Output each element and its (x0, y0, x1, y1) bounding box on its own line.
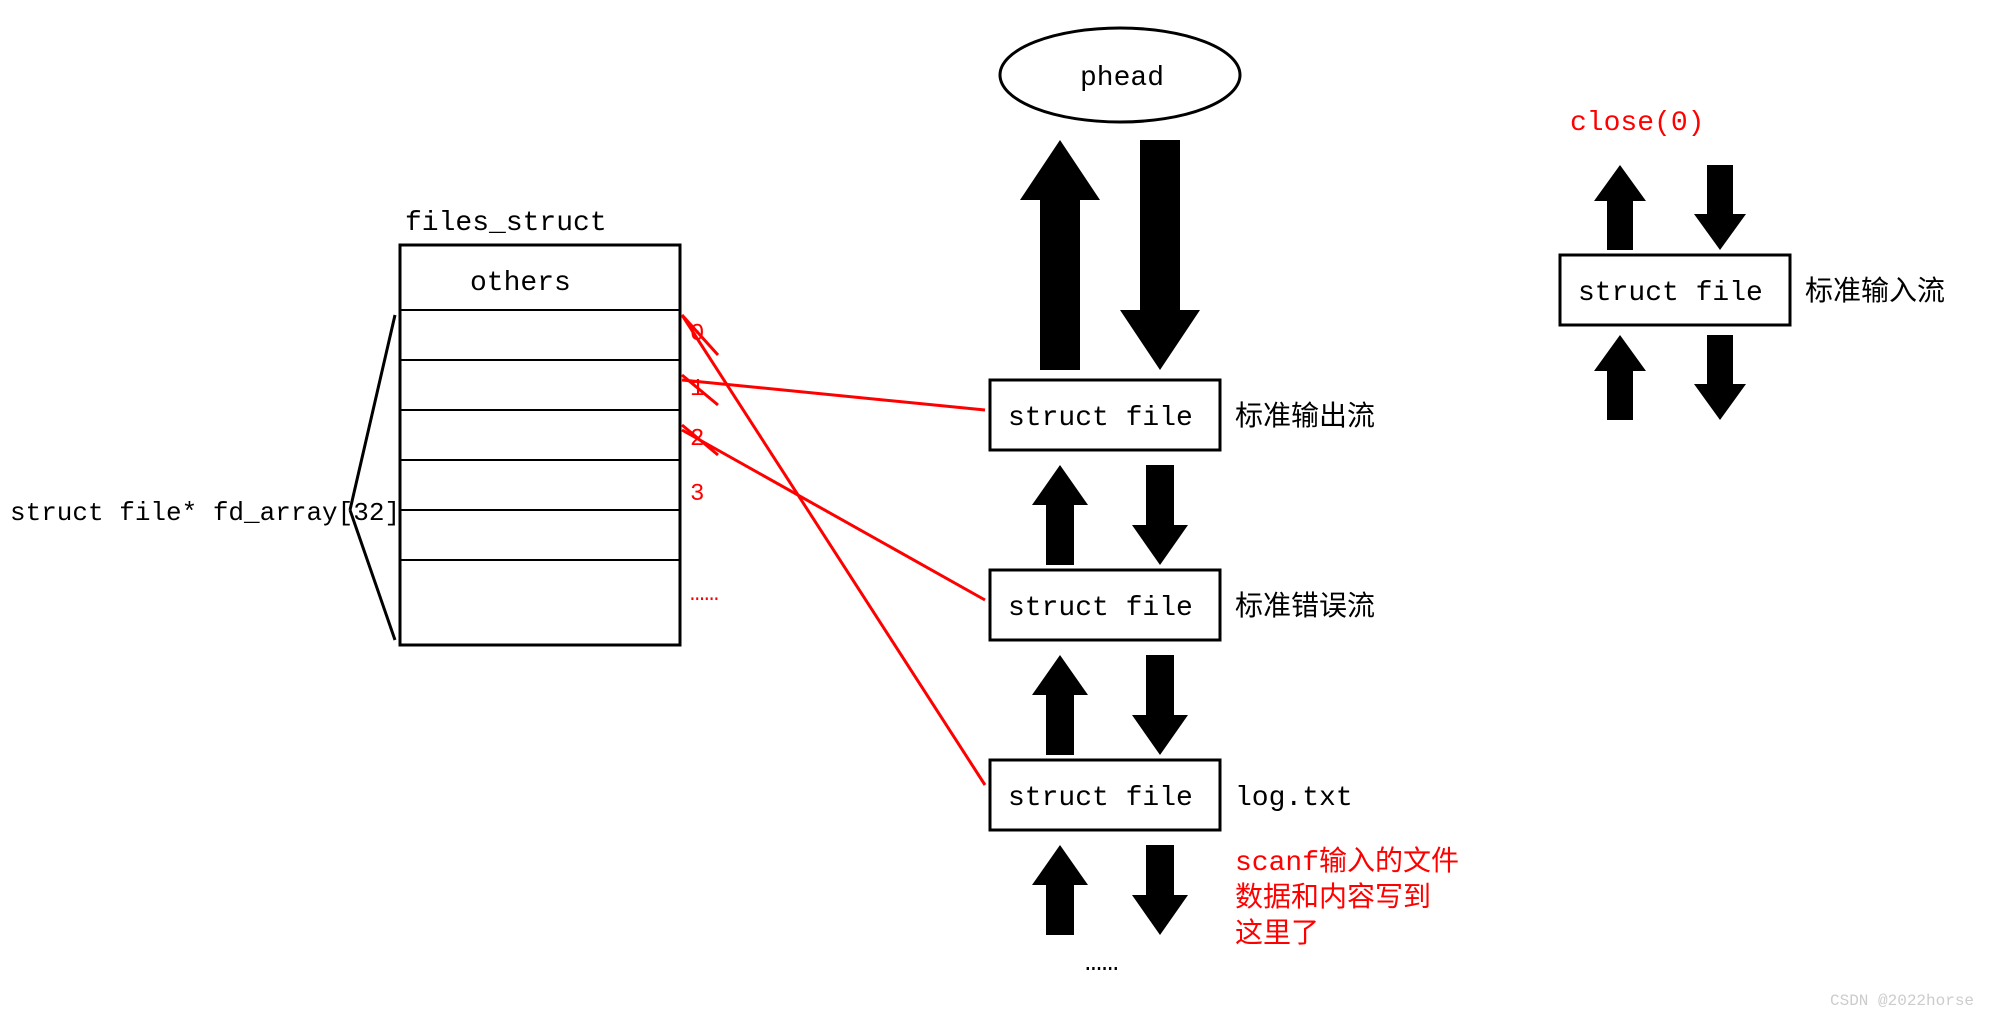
scanf-note: scanf输入的文件 (1235, 845, 1459, 879)
scanf-note: 数据和内容写到 (1235, 881, 1431, 915)
block-arrow (1032, 655, 1088, 755)
files-struct-box (400, 245, 680, 645)
stdin-label: 标准输入流 (1805, 275, 1945, 309)
block-arrow (1594, 335, 1646, 420)
brace-line (350, 510, 395, 640)
struct-file-side-label: 标准错误流 (1235, 590, 1375, 624)
watermark: CSDN @2022horse (1830, 992, 1974, 1010)
block-arrow (1132, 465, 1188, 565)
block-arrow (1120, 140, 1200, 370)
block-arrow (1594, 165, 1646, 250)
scanf-note: 这里了 (1235, 917, 1319, 951)
fd-index: …… (690, 581, 719, 608)
block-arrow (1032, 465, 1088, 565)
block-arrow (1694, 335, 1746, 420)
block-arrow (1020, 140, 1100, 370)
close-label: close(0) (1570, 108, 1704, 139)
fd-array-label: struct file* fd_array[32] (10, 498, 400, 528)
block-arrow (1132, 655, 1188, 755)
red-link (682, 430, 985, 600)
phead-label: phead (1080, 63, 1164, 94)
block-arrow (1694, 165, 1746, 250)
fd-index: 3 (690, 481, 704, 508)
files-struct-title: files_struct (405, 208, 607, 239)
struct-file-side-label: 标准输出流 (1235, 400, 1375, 434)
brace-line (350, 315, 395, 510)
ellipsis: …… (1085, 948, 1119, 979)
block-arrow (1032, 845, 1088, 935)
right-struct-file-label: struct file (1578, 278, 1763, 309)
struct-file-label: struct file (1008, 783, 1193, 814)
others-label: others (470, 268, 571, 299)
block-arrow (1132, 845, 1188, 935)
struct-file-label: struct file (1008, 403, 1193, 434)
struct-file-side-label: log.txt (1235, 783, 1353, 814)
struct-file-label: struct file (1008, 593, 1193, 624)
red-link (682, 380, 985, 410)
